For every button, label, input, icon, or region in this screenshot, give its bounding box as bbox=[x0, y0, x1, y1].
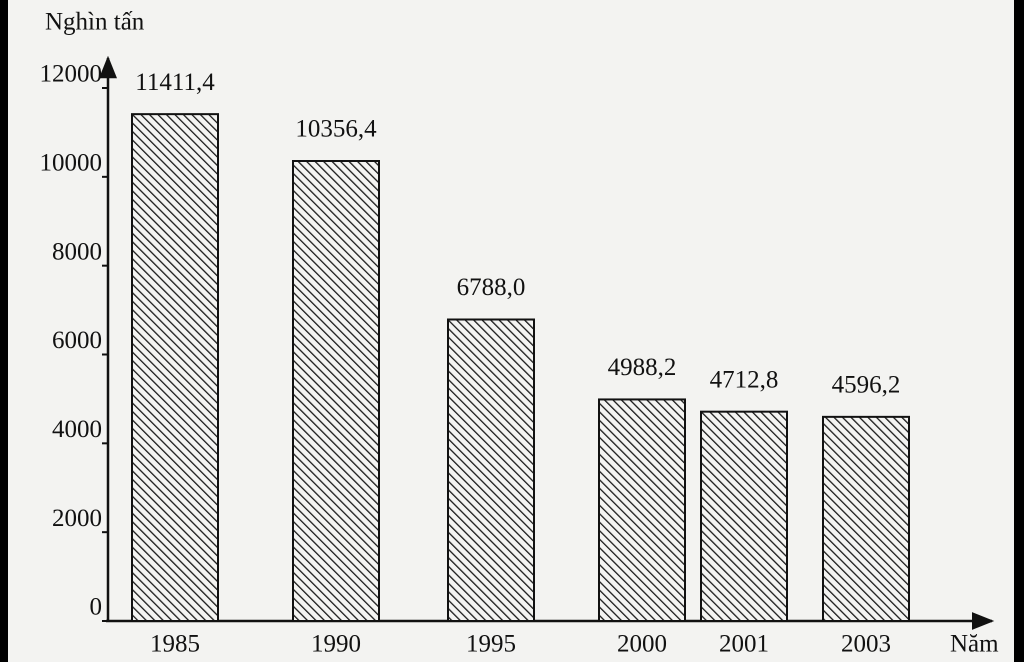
value-label: 10356,4 bbox=[295, 116, 377, 143]
value-label: 4596,2 bbox=[832, 372, 901, 399]
bar bbox=[447, 318, 535, 622]
x-tick-label: 2003 bbox=[841, 631, 891, 658]
x-tick-label: 1995 bbox=[466, 631, 516, 658]
bar bbox=[598, 398, 686, 623]
value-label: 11411,4 bbox=[135, 69, 215, 96]
value-label: 4988,2 bbox=[608, 354, 677, 381]
y-tick-label: 2000 bbox=[52, 505, 102, 532]
x-tick-label: 2001 bbox=[719, 631, 769, 658]
y-tick-label: 4000 bbox=[52, 416, 102, 443]
y-axis-label: Nghìn tấn bbox=[45, 9, 145, 36]
y-tick-label: 10000 bbox=[40, 150, 103, 177]
x-tick-label: 1990 bbox=[311, 631, 361, 658]
bar bbox=[700, 410, 788, 622]
y-tick-label: 12000 bbox=[40, 61, 103, 88]
bar bbox=[292, 160, 380, 622]
x-axis-label: Năm bbox=[950, 631, 999, 658]
bar bbox=[131, 113, 219, 622]
value-label: 4712,8 bbox=[710, 366, 779, 393]
y-tick-label: 0 bbox=[90, 594, 103, 621]
value-label: 6788,0 bbox=[457, 274, 526, 301]
y-tick-label: 8000 bbox=[52, 238, 102, 265]
y-tick-label: 6000 bbox=[52, 327, 102, 354]
bar bbox=[822, 415, 910, 622]
x-tick-label: 2000 bbox=[617, 631, 667, 658]
x-tick-label: 1985 bbox=[150, 631, 200, 658]
